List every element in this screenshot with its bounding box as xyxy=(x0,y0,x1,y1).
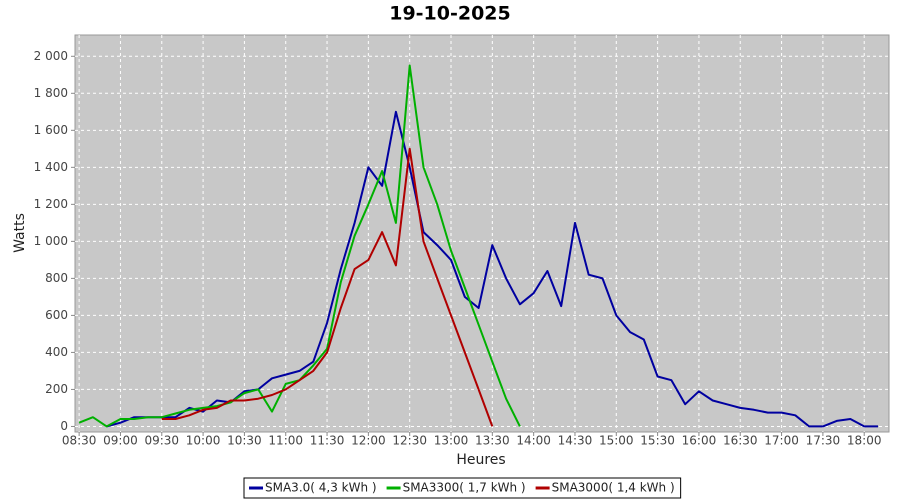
legend-label: SMA3000( 1,4 kWh ) xyxy=(552,481,675,495)
plot-area xyxy=(74,34,890,433)
x-tick-label: 13:30 xyxy=(475,434,510,448)
x-axis-label: Heures xyxy=(456,452,505,468)
legend-label: SMA3.0( 4,3 kWh ) xyxy=(265,481,377,495)
y-tick-label: 1 800 xyxy=(34,86,68,100)
x-tick-label: 10:30 xyxy=(227,434,262,448)
x-tick-label: 17:30 xyxy=(806,434,841,448)
x-tick-label: 14:00 xyxy=(516,434,551,448)
y-tick-label: 1 400 xyxy=(34,160,68,174)
x-tick-label: 15:00 xyxy=(599,434,634,448)
legend-label: SMA3300( 1,7 kWh ) xyxy=(403,481,526,495)
x-tick-label: 08:30 xyxy=(62,434,97,448)
x-tick-label: 09:30 xyxy=(144,434,179,448)
y-tick-label: 200 xyxy=(45,382,68,396)
legend-box xyxy=(243,477,682,499)
y-tick-label: 2 000 xyxy=(34,49,68,63)
x-tick-label: 13:00 xyxy=(434,434,469,448)
y-tick-label: 600 xyxy=(45,308,68,322)
x-tick-label: 11:30 xyxy=(310,434,345,448)
x-tick-label: 16:30 xyxy=(723,434,758,448)
x-tick-label: 12:00 xyxy=(351,434,386,448)
y-tick-label: 400 xyxy=(45,345,68,359)
x-tick-label: 12:30 xyxy=(392,434,427,448)
y-tick-label: 1 200 xyxy=(34,197,68,211)
legend: SMA3.0( 4,3 kWh ) SMA3300( 1,7 kWh ) SMA30… xyxy=(243,477,682,499)
chart-title: 19-10-2025 xyxy=(389,3,511,25)
x-tick-label: 18:00 xyxy=(847,434,882,448)
y-tick-label: 0 xyxy=(60,419,68,433)
x-tick-label: 11:00 xyxy=(268,434,303,448)
x-tick-label: 14:30 xyxy=(558,434,593,448)
y-tick-label: 1 000 xyxy=(34,234,68,248)
x-tick-label: 15:30 xyxy=(640,434,675,448)
x-tick-label: 16:00 xyxy=(682,434,717,448)
y-axis-label: Watts xyxy=(12,213,28,253)
x-tick-label: 09:00 xyxy=(103,434,138,448)
x-tick-label: 10:00 xyxy=(186,434,221,448)
x-tick-label: 17:00 xyxy=(764,434,799,448)
y-tick-label: 800 xyxy=(45,271,68,285)
y-tick-label: 1 600 xyxy=(34,123,68,137)
series-line xyxy=(161,147,494,427)
